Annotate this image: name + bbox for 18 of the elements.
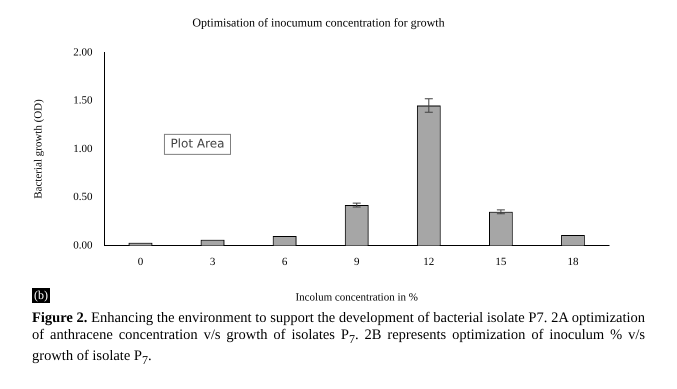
- x-tick-label: 3: [210, 256, 216, 268]
- annotation: Plot Area: [170, 136, 224, 151]
- x-tick-label: 12: [423, 256, 434, 268]
- y-tick-label: 2.00: [73, 46, 93, 58]
- y-tick-label: 0.00: [73, 239, 93, 252]
- text: (b): [32, 288, 50, 303]
- text: Figure 2. Enhancing the environment to support the development of bacterial isolate P7. 2A optimization of anthracene concentration v/s growth of isolates P$_{7}$. 2B represents optimization of inoculum % v/s growth of isolate P$_{7}$.: [32, 310, 646, 367]
- x-tick-label: 15: [495, 256, 507, 268]
- x-tick-label: 18: [567, 256, 579, 268]
- y-tick-label: 0.50: [73, 191, 93, 204]
- x-axis-title: Incolum concentration in %: [295, 291, 418, 304]
- x-tick-label: 0: [138, 256, 144, 268]
- x-tick-label: 6: [282, 256, 288, 268]
- x-tick-label: 9: [354, 256, 360, 268]
- chart-title: Optimisation of inocumum concentration for growth: [192, 15, 445, 30]
- y-axis-title: Bacterial growth (OD): [32, 98, 44, 199]
- y-tick-label: 1.00: [73, 142, 93, 155]
- y-tick-label: 1.50: [73, 94, 93, 107]
